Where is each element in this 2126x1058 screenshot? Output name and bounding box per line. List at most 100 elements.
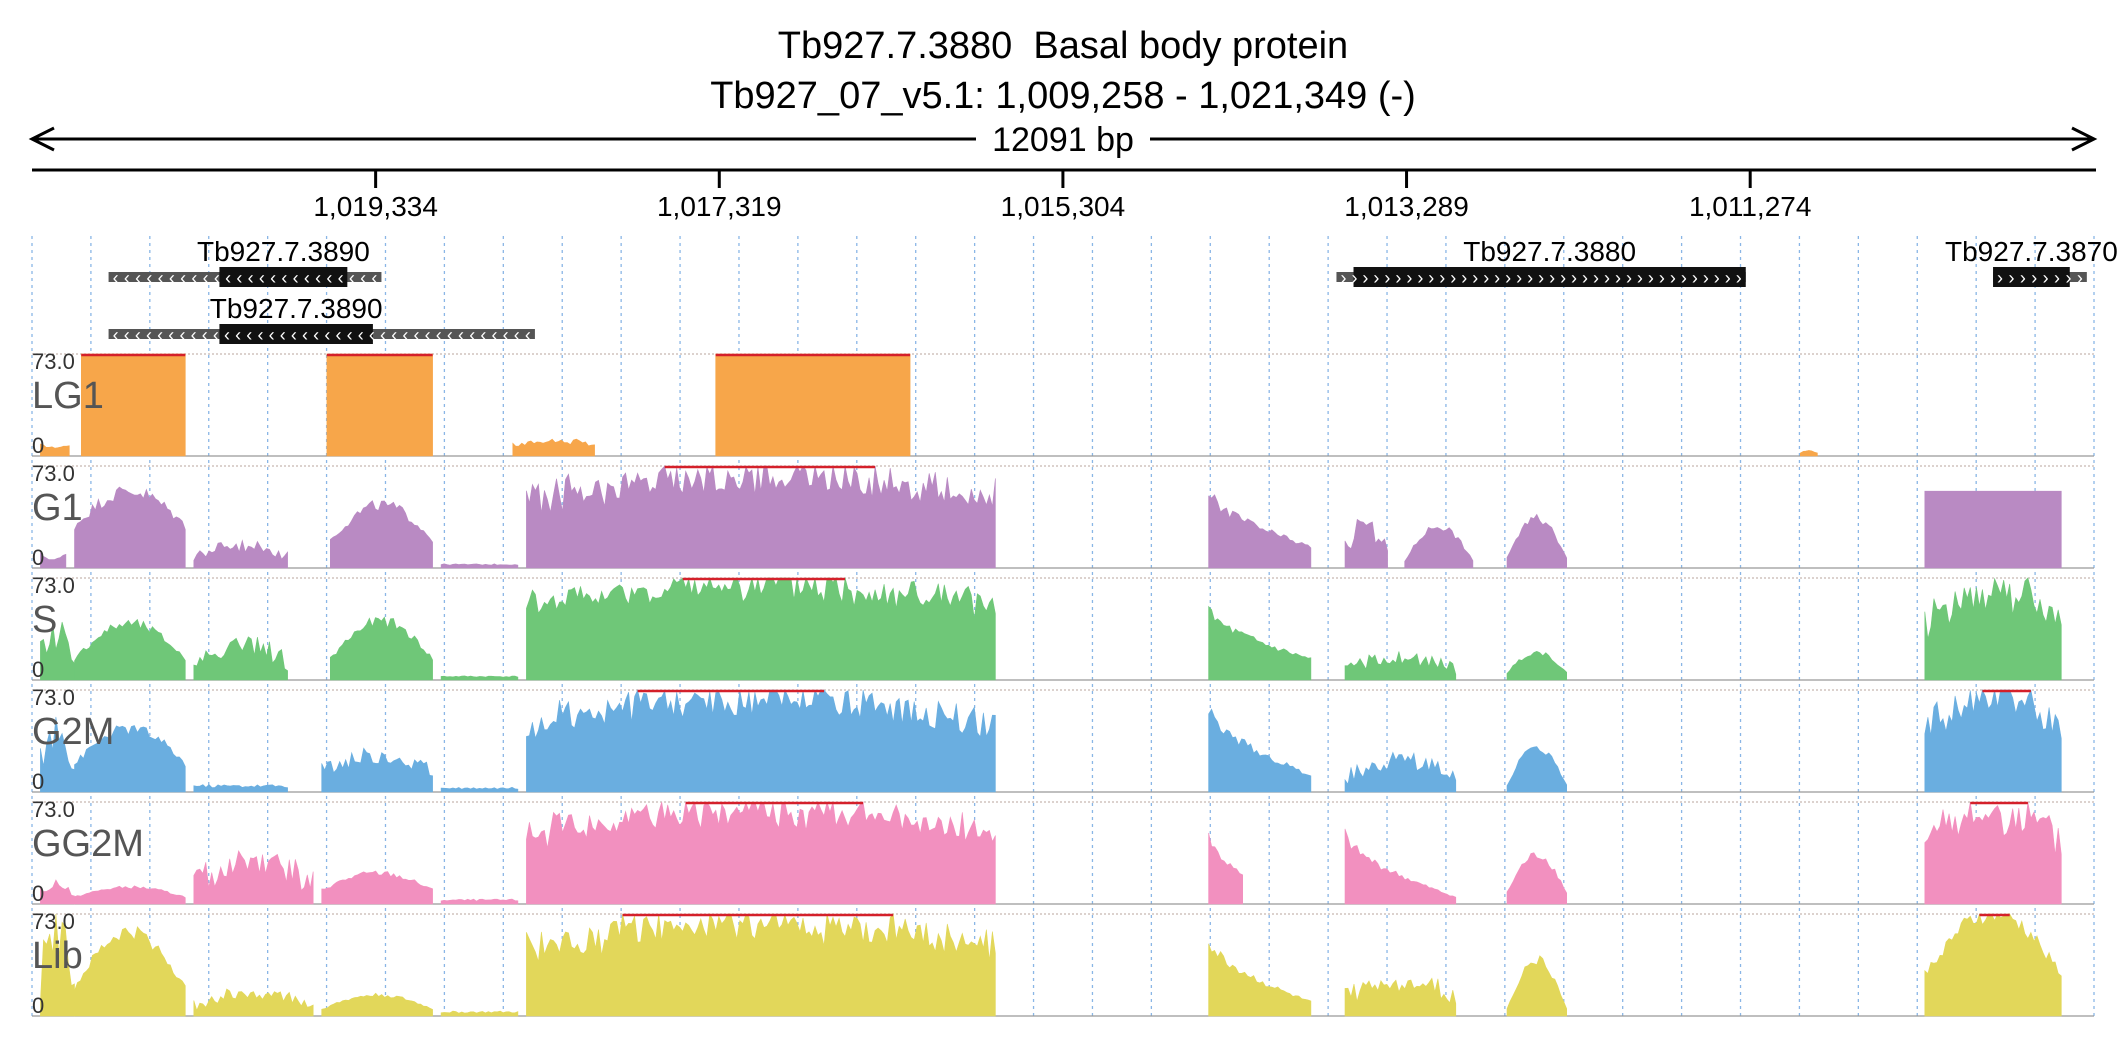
coverage-area <box>330 616 433 681</box>
track-ymin-label: 0 <box>32 993 44 1018</box>
coverage-area <box>1208 708 1312 793</box>
gene-cds-bar <box>1993 267 2070 287</box>
coverage-area <box>1506 650 1567 681</box>
coverage-area <box>440 675 519 681</box>
coverage-area <box>1208 605 1312 681</box>
coverage-area <box>321 992 433 1017</box>
coverage-area <box>1800 450 1818 457</box>
coverage-area <box>74 725 186 793</box>
span-arrow: 12091 bp <box>28 121 2098 159</box>
track-name-label: GG2M <box>32 823 144 865</box>
coverage-area <box>74 618 186 681</box>
axis-ticks: 1,019,334 1,017,319 1,015,304 1,013,289 1,01… <box>313 170 1811 222</box>
coverage-area <box>440 563 519 569</box>
coverage-area <box>1924 912 2062 1017</box>
coverage-tracks: 73.00LG173.00G173.00S73.00G2M73.00GG2M73… <box>32 349 2094 1018</box>
coverage-area <box>326 353 433 457</box>
track-ymin-label: 0 <box>32 769 44 794</box>
track-g1: 73.0 0 G1 <box>32 461 2094 570</box>
coverage-area <box>193 539 288 569</box>
axis-tick-label: 1,013,289 <box>1344 191 1469 222</box>
coverage-area <box>526 913 996 1017</box>
axis-tick-label: 1,011,274 <box>1689 191 1812 222</box>
coverage-area <box>40 443 70 457</box>
coverage-area <box>526 576 996 681</box>
coverage-area <box>193 988 314 1017</box>
track-gg2m: 73.0 0 GG2M <box>32 797 2094 906</box>
coverage-area <box>440 1010 519 1017</box>
coverage-area <box>1208 943 1312 1017</box>
coverage-area <box>1506 955 1567 1017</box>
coverage-area <box>1924 689 2062 793</box>
coverage-area <box>40 621 75 681</box>
coverage-area <box>321 747 433 793</box>
coverage-area <box>74 926 186 1017</box>
coverage-area <box>321 870 433 905</box>
coverage-area <box>193 849 314 905</box>
axis-tick-label: 1,017,319 <box>657 191 782 222</box>
track-ymax-label: 73.0 <box>32 573 75 598</box>
coverage-area <box>1344 977 1457 1017</box>
track-ymin-label: 0 <box>32 545 44 570</box>
track-name-label: G2M <box>32 711 114 753</box>
coverage-area <box>1404 527 1474 569</box>
coverage-area <box>330 500 433 569</box>
track-name-label: G1 <box>32 487 83 529</box>
coverage-area <box>526 689 996 793</box>
gene-model: ‹‹‹‹‹‹‹‹‹‹‹‹‹‹‹‹‹‹‹‹‹‹‹‹‹‹‹‹‹‹‹‹‹‹‹‹‹‹Tb… <box>108 293 535 345</box>
track-lib: 73.0 0 Lib <box>32 909 2094 1018</box>
coverage-area <box>40 913 75 1017</box>
coverage-area <box>193 636 288 681</box>
coverage-area <box>440 898 519 905</box>
coverage-area <box>1506 746 1567 793</box>
track-name-label: S <box>32 599 57 641</box>
gene-strand-arrows: ››››››››››››››››››››››››››››››››››››› <box>1340 268 1741 288</box>
gene-label: Tb927.7.3880 <box>1463 236 1636 267</box>
coverage-area <box>440 786 519 793</box>
track-ymax-label: 73.0 <box>32 909 75 934</box>
coverage-area <box>1344 751 1457 793</box>
coverage-area <box>1344 651 1457 681</box>
coverage-area <box>715 353 911 457</box>
coverage-area <box>1924 490 2062 569</box>
coverage-area <box>1344 518 1388 569</box>
track-ymin-label: 0 <box>32 657 44 682</box>
gene-label: Tb927.7.3890 <box>210 293 383 324</box>
axis-tick-label: 1,019,334 <box>313 191 438 222</box>
coverage-area <box>1506 852 1567 905</box>
coverage-area <box>1208 832 1243 905</box>
coverage-area <box>512 438 595 457</box>
coverage-area <box>40 552 67 569</box>
span-arrow-left-head <box>28 126 55 152</box>
track-ymin-label: 0 <box>32 881 44 906</box>
coverage-area <box>526 800 996 905</box>
track-ymin-label: 0 <box>32 433 44 458</box>
position-axis: 1,019,334 1,017,319 1,015,304 1,013,289 1,01… <box>32 168 2096 222</box>
coverage-area <box>193 784 288 793</box>
coverage-area <box>1924 801 2062 905</box>
coverage-area <box>40 716 75 793</box>
track-lg1: 73.0 0 LG1 <box>32 349 2094 458</box>
track-name-label: LG1 <box>32 375 104 417</box>
gene-cds-bar <box>1353 267 1746 287</box>
coverage-area <box>1208 494 1312 569</box>
span-arrow-right-head <box>2071 126 2098 152</box>
gene-model: ›››››››››››››››››››››››››››››››››››››Tb9… <box>1336 236 1746 288</box>
track-name-label: Lib <box>32 935 83 977</box>
gene-label: Tb927.7.3890 <box>197 236 370 267</box>
track-g2m: 73.0 0 G2M <box>32 685 2094 794</box>
chart-title: Tb927.7.3880 Basal body protein <box>778 25 1348 67</box>
coverage-area <box>74 486 186 569</box>
coverage-area <box>526 465 996 569</box>
coverage-area <box>1506 513 1567 569</box>
coverage-area <box>1344 828 1457 905</box>
coverage-area <box>40 879 75 905</box>
chart-subtitle: Tb927_07_v5.1: 1,009,258 - 1,021,349 (-) <box>710 75 1416 117</box>
track-s: 73.0 0 S <box>32 573 2094 682</box>
track-ymax-label: 73.0 <box>32 461 75 486</box>
track-ymax-label: 73.0 <box>32 349 75 374</box>
gene-label: Tb927.7.3870 <box>1945 236 2118 267</box>
gene-cds-bar <box>219 324 373 344</box>
gene-cds-bar <box>219 267 348 287</box>
